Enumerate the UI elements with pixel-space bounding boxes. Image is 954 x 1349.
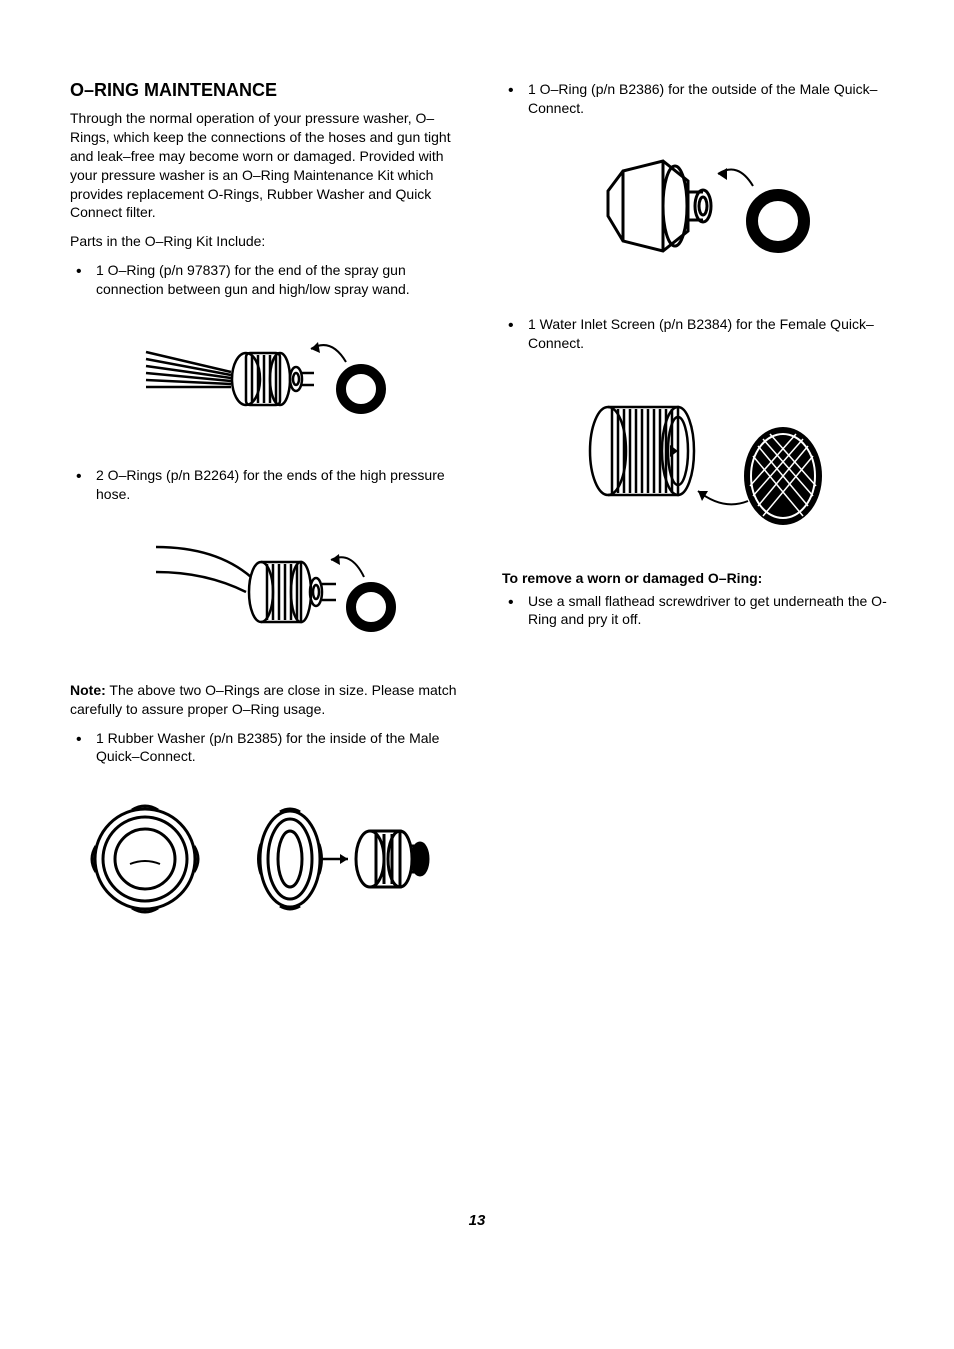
right-column: 1 O–Ring (p/n B2386) for the outside of … <box>502 80 894 963</box>
list-item: 1 O–Ring (p/n 97837) for the end of the … <box>70 261 462 299</box>
figure-spray-gun-oring <box>70 317 462 442</box>
list-item: Use a small flathead screwdriver to get … <box>502 592 894 630</box>
figure-male-quick-connect-oring <box>502 136 894 291</box>
bullet-list: 1 Rubber Washer (p/n B2385) for the insi… <box>70 729 462 767</box>
note-label: Note: <box>70 682 106 698</box>
bullet-list: 1 O–Ring (p/n B2386) for the outside of … <box>502 80 894 118</box>
bullet-list: 2 O–Rings (p/n B2264) for the ends of th… <box>70 466 462 504</box>
two-column-layout: O–RING MAINTENANCE Through the normal op… <box>70 80 894 963</box>
section-title: O–RING MAINTENANCE <box>70 80 462 101</box>
parts-intro: Parts in the O–Ring Kit Include: <box>70 232 462 251</box>
bullet-list: 1 Water Inlet Screen (p/n B2384) for the… <box>502 315 894 353</box>
bullet-list: 1 O–Ring (p/n 97837) for the end of the … <box>70 261 462 299</box>
remove-heading: To remove a worn or damaged O–Ring: <box>502 570 894 586</box>
figure-hose-oring <box>70 522 462 657</box>
left-column: O–RING MAINTENANCE Through the normal op… <box>70 80 462 963</box>
list-item: 1 Rubber Washer (p/n B2385) for the insi… <box>70 729 462 767</box>
figure-inlet-screen <box>502 371 894 546</box>
document-page: O–RING MAINTENANCE Through the normal op… <box>0 0 954 1349</box>
figure-rubber-washer <box>70 784 462 939</box>
list-item: 2 O–Rings (p/n B2264) for the ends of th… <box>70 466 462 504</box>
note-body: The above two O–Rings are close in size.… <box>70 682 456 717</box>
list-item: 1 O–Ring (p/n B2386) for the outside of … <box>502 80 894 118</box>
intro-paragraph: Through the normal operation of your pre… <box>70 109 462 222</box>
note-paragraph: Note: The above two O–Rings are close in… <box>70 681 462 719</box>
page-number: 13 <box>0 1212 954 1229</box>
bullet-list: Use a small flathead screwdriver to get … <box>502 592 894 630</box>
list-item: 1 Water Inlet Screen (p/n B2384) for the… <box>502 315 894 353</box>
